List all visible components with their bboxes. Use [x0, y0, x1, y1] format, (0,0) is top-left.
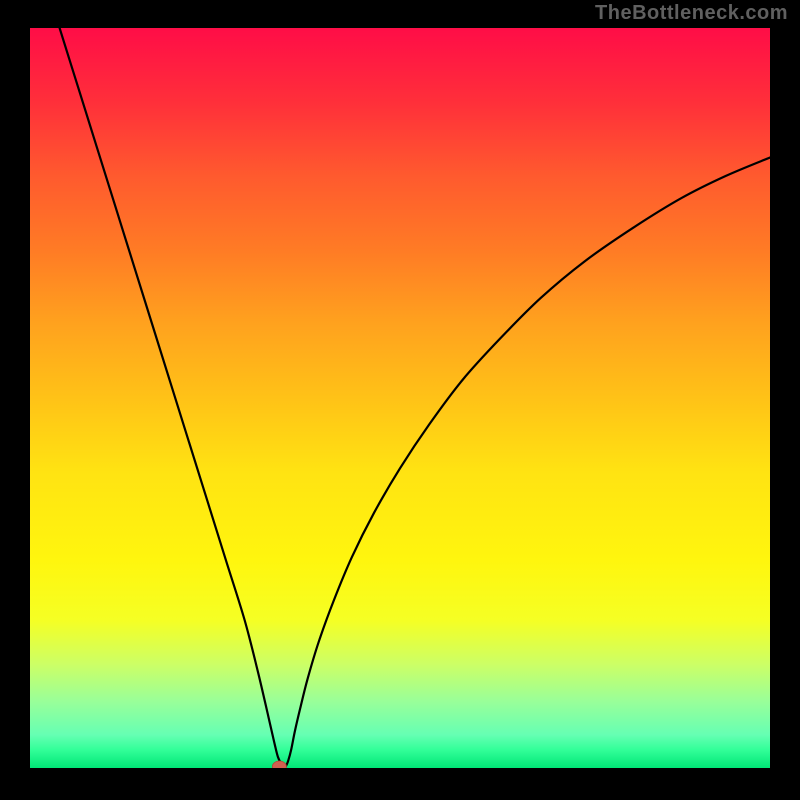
chart-svg — [30, 28, 770, 768]
gradient-background — [30, 28, 770, 768]
chart-plot-area — [30, 28, 770, 768]
watermark-text: TheBottleneck.com — [595, 2, 788, 25]
